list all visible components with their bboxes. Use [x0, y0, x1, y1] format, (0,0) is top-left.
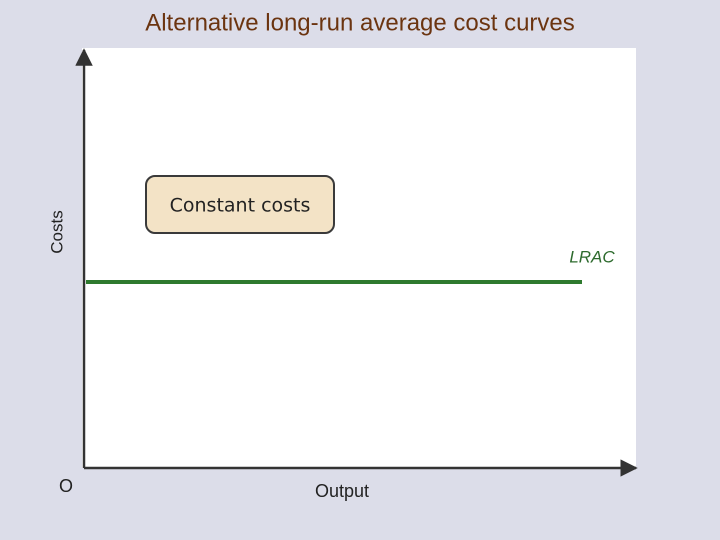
- plot-area: [82, 48, 636, 468]
- annotation-box: [145, 175, 335, 234]
- y-axis-label: Costs: [47, 210, 66, 253]
- x-axis-label: Output: [315, 481, 369, 501]
- annotation: Constant costs: [170, 195, 311, 217]
- origin-label: O: [59, 476, 73, 496]
- title: Alternative long-run average cost curves: [145, 9, 575, 36]
- curve-label: LRAC: [569, 247, 615, 266]
